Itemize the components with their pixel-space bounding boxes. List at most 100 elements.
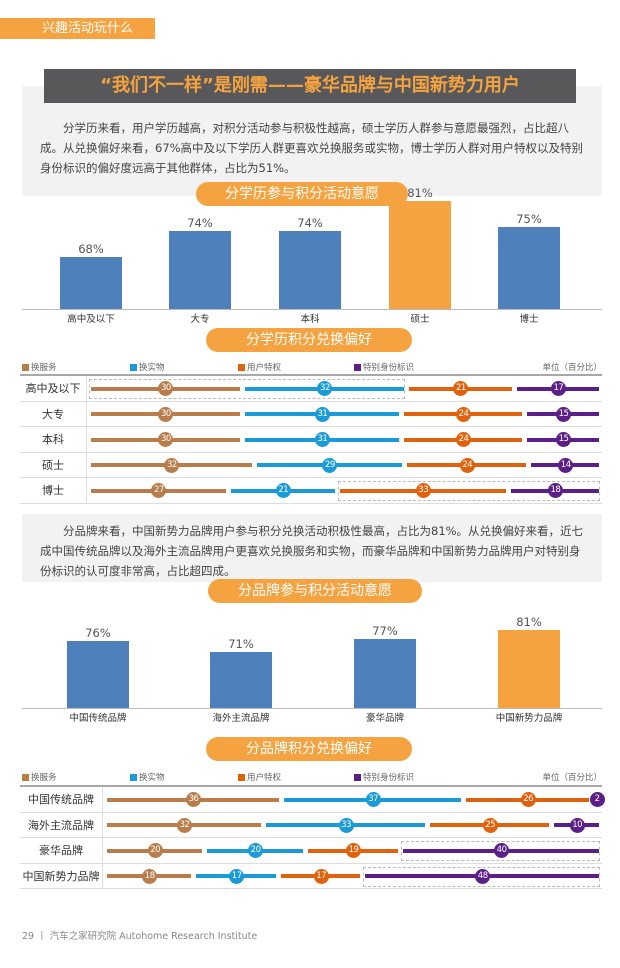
section-tab: 兴趣活动玩什么: [0, 18, 155, 39]
intro-panel-brand: [22, 514, 602, 582]
bar-value-label: 81%: [516, 615, 542, 629]
legend-swatch-icon: [22, 773, 29, 781]
legend-swatch-icon: [130, 773, 137, 781]
row-label: 中国新势力品牌: [22, 869, 100, 883]
intro-panel-education: [22, 86, 602, 196]
legend-swatch-icon: [238, 363, 245, 371]
bar: [498, 226, 560, 309]
segment-table-brand: 中国传统品牌 36 37 26 2 海外主流品牌 32 33 25 10 豪华品牌 20 20 19 40 中…: [20, 785, 605, 889]
value-badge: 21: [275, 483, 291, 498]
legend-label: 用户特权: [247, 773, 282, 783]
legend-item: 特别身份标识: [354, 361, 414, 373]
value-badge: 14: [558, 457, 574, 473]
value-badge: 31: [314, 432, 330, 447]
legend-label: 换服务: [31, 773, 57, 783]
legend-swatch-icon: [22, 363, 29, 371]
row-label: 硕士: [42, 458, 64, 472]
row-divider: [86, 376, 87, 401]
category-label: 高中及以下: [67, 314, 115, 325]
legend-item: 用户特权: [238, 361, 281, 373]
bar-chart-education-willingness: 68% 高中及以下 74% 大专 74% 本科 81% 硕士 75% 博士: [22, 186, 602, 325]
page-footer: 29 丨 汽车之家研究院 Autohome Research Institute: [22, 931, 258, 942]
highlight-box: [89, 379, 406, 399]
highlight-box: [363, 866, 600, 887]
value-badge: 30: [158, 381, 174, 396]
row-divider: [86, 478, 87, 503]
value-badge: 17: [550, 381, 566, 396]
bar: [60, 257, 122, 309]
legend-brand: 换服务 换实物 用户特权 特别身份标识 单位（百分比）: [22, 771, 602, 785]
bar: [169, 231, 231, 309]
table-row: 硕士 32 29 24 14: [20, 452, 602, 478]
row-divider: [86, 452, 87, 477]
value-badge: 33: [338, 817, 354, 833]
value-badge: 40: [494, 843, 510, 858]
category-label: 博士: [519, 314, 539, 325]
unit-label: 单位（百分比）: [542, 773, 602, 783]
value-badge: 18: [142, 868, 158, 884]
row-label: 豪华品牌: [39, 844, 83, 857]
category-label: 本科: [300, 314, 320, 325]
row-divider: [102, 838, 103, 863]
row-divider: [102, 863, 103, 888]
value-badge: 24: [459, 457, 475, 473]
category-label: 中国新势力品牌: [495, 713, 563, 724]
bar: [498, 630, 560, 708]
table-row: 大专 30 31 24 15: [20, 401, 602, 427]
chart-title-brand-preference: 分品牌积分兑换偏好: [206, 737, 412, 761]
value-badge: 18: [547, 483, 563, 498]
row-divider: [102, 787, 103, 812]
legend-item: 换服务: [22, 361, 57, 373]
legend-label: 用户特权: [247, 363, 282, 373]
legend-item: 换实物: [130, 771, 165, 783]
legend-swatch-icon: [354, 773, 361, 781]
legend-swatch-icon: [354, 363, 361, 371]
bar-value-label: 75%: [516, 211, 542, 226]
row-divider: [86, 427, 87, 452]
value-badge: 21: [453, 381, 469, 396]
bar-chart-brand-willingness: 76% 中国传统品牌 71% 海外主流品牌 77% 豪华品牌 81% 中国新势力品牌: [22, 604, 602, 724]
row-divider: [102, 812, 103, 837]
value-badge: 2: [589, 792, 605, 807]
bar: [279, 231, 341, 309]
row-label: 博士: [42, 484, 64, 497]
legend-swatch-icon: [238, 773, 245, 781]
value-badge: 20: [248, 843, 264, 858]
legend-item: 特别身份标识: [354, 771, 414, 783]
legend-label: 换实物: [139, 773, 165, 783]
table-row: 本科 30 31 24 15: [20, 427, 602, 453]
value-badge: 32: [177, 817, 193, 833]
value-badge: 15: [556, 432, 572, 447]
value-badge: 32: [317, 381, 333, 396]
value-badge: 20: [147, 843, 163, 858]
value-badge: 25: [482, 817, 498, 833]
legend-label: 换服务: [31, 363, 57, 373]
legend-swatch-icon: [130, 363, 137, 371]
chart-title-education-willingness: 分学历参与积分活动意愿: [196, 182, 408, 206]
bar: [210, 652, 272, 708]
value-badge: 17: [313, 868, 329, 884]
value-badge: 32: [164, 457, 180, 473]
category-label: 海外主流品牌: [212, 713, 270, 724]
legend-label: 特别身份标识: [363, 773, 415, 783]
bar-value-label: 81%: [407, 186, 433, 201]
legend-item: 用户特权: [238, 771, 281, 783]
row-label: 海外主流品牌: [28, 818, 94, 832]
bar-value-label: 74%: [187, 216, 213, 231]
unit-label: 单位（百分比）: [542, 363, 602, 373]
bar-value-label: 71%: [228, 637, 254, 651]
value-badge: 17: [229, 868, 245, 884]
value-badge: 24: [455, 406, 471, 422]
bar: [389, 201, 451, 309]
legend-label: 换实物: [139, 363, 165, 373]
value-badge: 15: [556, 406, 572, 422]
legend-item: 换服务: [22, 771, 57, 783]
paragraph-brand: 分品牌来看，中国新势力品牌用户参与积分兑换活动积极性最高，占比为81%。从兑换偏…: [40, 524, 584, 578]
value-badge: 27: [151, 483, 167, 498]
bar-value-label: 77%: [372, 623, 398, 638]
value-badge: 36: [186, 792, 202, 807]
bar: [354, 638, 416, 708]
bar-value-label: 68%: [78, 242, 104, 256]
table-row: 海外主流品牌 32 33 25 10: [20, 812, 602, 838]
highlight-box: [337, 481, 600, 501]
